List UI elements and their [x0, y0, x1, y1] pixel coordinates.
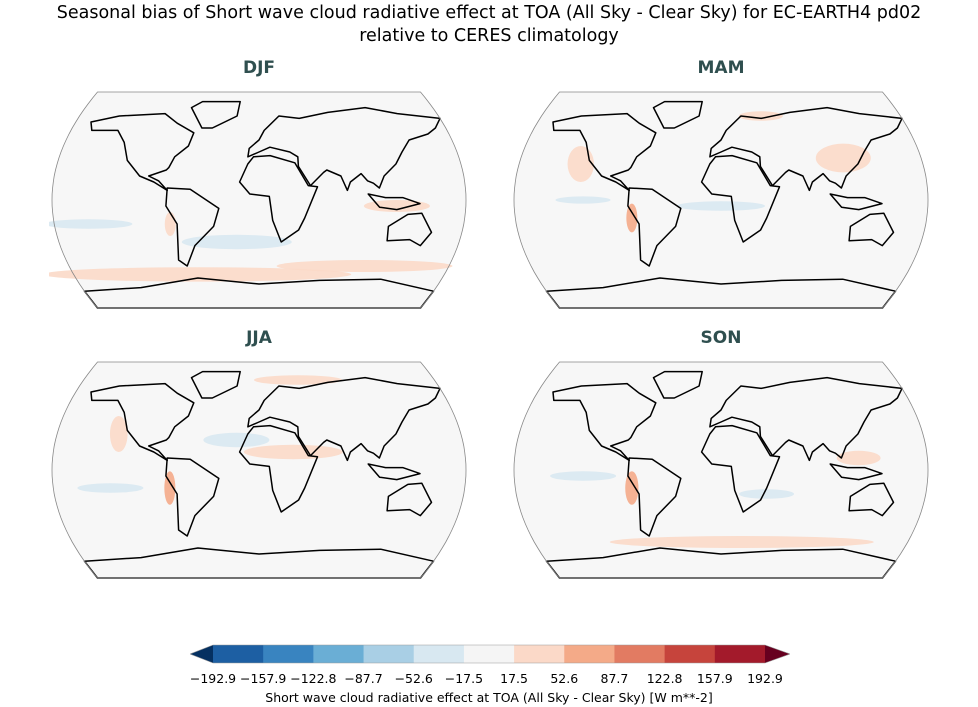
colorbar-bin	[514, 645, 565, 663]
colorbar-tick-label: 157.9	[696, 671, 733, 686]
colorbar-tick-label: −87.7	[344, 671, 383, 686]
map-mam	[513, 91, 929, 309]
colorbar-tick-label: −52.6	[394, 671, 433, 686]
colorbar-extend-max	[765, 645, 790, 663]
coastline-africa	[238, 424, 319, 513]
coastline-south-america	[165, 187, 220, 267]
colorbar	[190, 644, 790, 664]
bias-field-patch	[77, 483, 144, 493]
coastline-indonesia	[829, 193, 883, 211]
bias-field-patch	[836, 450, 881, 466]
colorbar-bin	[363, 645, 415, 663]
bias-field-patch	[243, 444, 343, 460]
panel-title-djf: DJF	[242, 58, 276, 78]
colorbar-bin	[263, 645, 314, 663]
coastline-africa	[700, 154, 781, 243]
coastline-eurasia	[247, 106, 441, 192]
bias-field-patch	[164, 471, 176, 505]
coastline-greenland	[190, 100, 241, 129]
coastline-eurasia	[709, 376, 903, 462]
coastline-australia	[848, 482, 895, 517]
bias-field-patch	[567, 146, 594, 182]
map-boundary	[51, 361, 467, 579]
colorbar-label: Short wave cloud radiative effect at TOA…	[265, 690, 713, 705]
bias-field-patch	[738, 111, 783, 121]
coastline-greenland	[190, 370, 241, 399]
colorbar-tick-label: 87.7	[600, 671, 629, 686]
map-boundary	[513, 361, 929, 579]
bias-field-patch	[626, 203, 638, 233]
panel-title-son: SON	[700, 328, 742, 348]
colorbar-extend-min	[190, 645, 213, 663]
bias-field-patch	[739, 489, 795, 499]
bias-field-patch	[677, 201, 765, 211]
colorbar-bin	[714, 645, 766, 663]
colorbar-bin	[413, 645, 465, 663]
map-boundary	[51, 91, 467, 309]
panel-title-jja: JJA	[246, 328, 272, 348]
bias-field-patch	[253, 375, 342, 385]
bias-field-patch	[815, 143, 871, 173]
bias-field-patch	[363, 200, 430, 212]
colorbar-bin	[463, 645, 515, 663]
bias-field-patch	[203, 432, 270, 448]
bias-field-patch	[164, 212, 176, 236]
coastline-australia	[386, 212, 433, 247]
bias-field-patch	[625, 471, 639, 505]
colorbar-tick-label: −192.9	[189, 671, 237, 686]
map-djf	[49, 91, 467, 309]
coastline-indonesia	[367, 463, 421, 481]
colorbar-tick-label: −157.9	[240, 671, 287, 686]
map-jja	[51, 361, 467, 579]
colorbar-bin	[664, 645, 716, 663]
coastline-indonesia	[367, 193, 421, 211]
coastline-eurasia	[709, 106, 903, 192]
coastline-north-america	[90, 112, 195, 192]
map-background	[52, 362, 466, 578]
coastline-australia	[386, 482, 433, 517]
colorbar-tick-label: 122.8	[646, 671, 683, 686]
colorbar-tick-label: 17.5	[500, 671, 528, 686]
bias-field-patch	[49, 219, 133, 229]
title-line-2: relative to CERES climatology	[359, 26, 619, 46]
coastline-australia	[848, 212, 895, 247]
coastline-north-america	[552, 112, 657, 192]
colorbar-bin	[313, 645, 365, 663]
bias-field-patch	[109, 416, 128, 452]
coastline-south-america	[165, 457, 220, 537]
bias-field-patch	[550, 471, 617, 481]
coastline-greenland	[652, 370, 703, 399]
coastline-eurasia	[247, 376, 441, 462]
colorbar-tick-label: −122.8	[290, 671, 337, 686]
coastline-greenland	[652, 100, 703, 129]
coastline-africa	[700, 424, 781, 513]
bias-field-patch	[555, 196, 611, 204]
bias-field-patch	[181, 234, 292, 250]
figure-title: Seasonal bias of Short wave cloud radiat…	[0, 2, 978, 48]
colorbar-tick-label: −17.5	[444, 671, 484, 686]
map-background	[514, 92, 928, 308]
coastline-north-america	[552, 382, 657, 462]
map-background	[52, 92, 466, 308]
bias-field-patch	[49, 267, 352, 282]
colorbar-bin	[614, 645, 666, 663]
colorbar-tick-label: 52.6	[550, 671, 579, 686]
colorbar-bin	[213, 645, 264, 663]
colorbar-outline	[190, 644, 790, 664]
coastline-north-america	[90, 382, 195, 462]
coastline-africa	[238, 154, 319, 243]
colorbar-tick-label: 192.9	[747, 671, 783, 686]
colorbar-bin	[564, 645, 615, 663]
bias-field-patch	[609, 536, 874, 548]
map-son	[513, 361, 929, 579]
coastline-indonesia	[829, 463, 883, 481]
title-line-1: Seasonal bias of Short wave cloud radiat…	[56, 3, 922, 23]
coastline-south-america	[627, 187, 682, 267]
map-boundary	[513, 91, 929, 309]
map-background	[514, 362, 928, 578]
coastline-south-america	[627, 457, 682, 537]
panel-title-mam: MAM	[697, 58, 745, 78]
bias-field-patch	[276, 260, 453, 272]
